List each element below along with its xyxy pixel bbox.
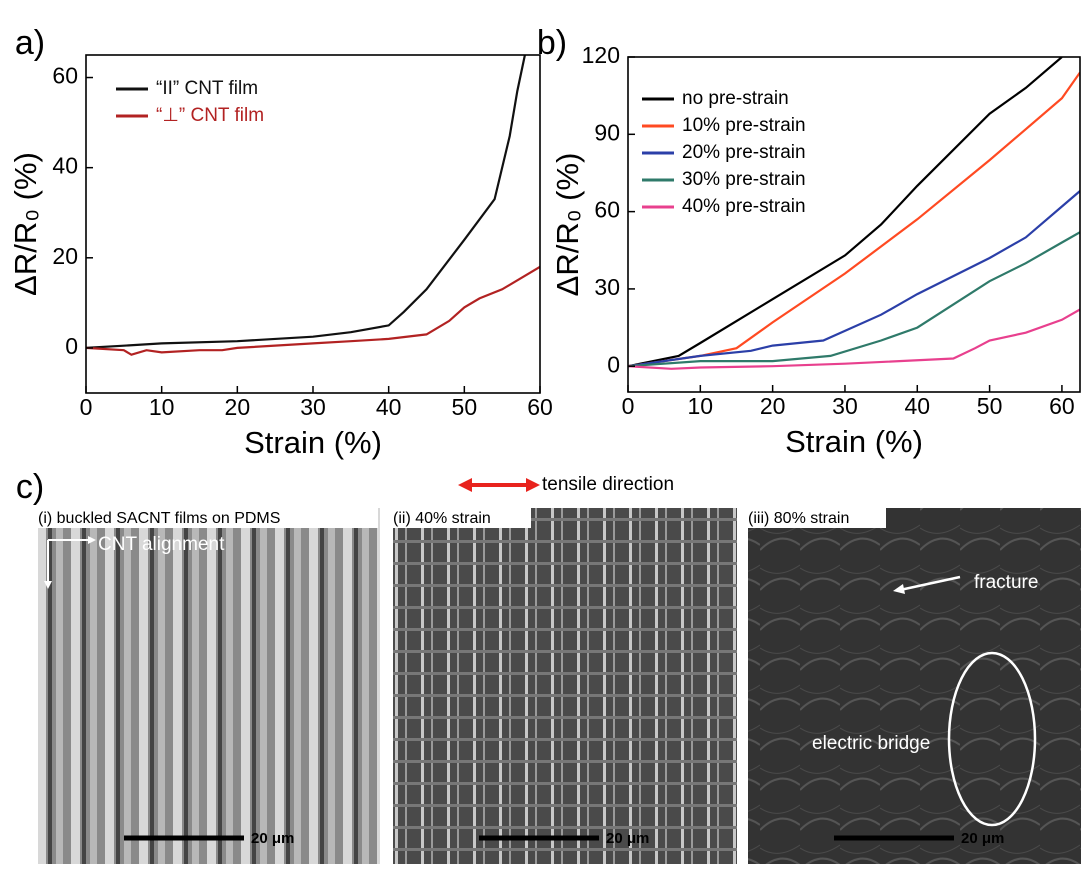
micrograph xyxy=(38,508,380,864)
panel-label: b) xyxy=(537,24,567,62)
annotation: fracture xyxy=(974,572,1038,593)
y-tick-label: 90 xyxy=(594,119,620,145)
legend-label: no pre-strain xyxy=(682,88,789,109)
direction-label: tensile direction xyxy=(542,474,674,495)
x-tick-label: 10 xyxy=(688,393,714,419)
bridge-ellipse xyxy=(947,651,1037,827)
y-tick-label: 60 xyxy=(594,197,620,223)
caption-bg xyxy=(36,508,378,528)
x-tick-label: 50 xyxy=(452,394,478,420)
legend-label: 40% pre-strain xyxy=(682,196,806,217)
y-tick-label: 0 xyxy=(607,351,620,377)
y-axis-title: ΔR/R₀ (%) xyxy=(8,152,43,296)
micrograph xyxy=(393,508,737,864)
scale-label: 20 μm xyxy=(606,830,649,847)
y-tick-label: 0 xyxy=(65,333,78,359)
y-tick-label: 20 xyxy=(52,243,78,269)
caption: (ii) 40% strain xyxy=(393,510,491,527)
micrograph xyxy=(748,508,1081,864)
legend-label: “⊥” CNT film xyxy=(156,105,264,126)
data-line xyxy=(628,231,1080,368)
legend-label: 30% pre-strain xyxy=(682,169,806,190)
arrow-heads xyxy=(44,536,96,589)
caption: (i) buckled SACNT films on PDMS xyxy=(38,510,280,527)
x-tick-label: 30 xyxy=(300,394,326,420)
data-line xyxy=(628,190,1080,368)
x-tick-label: 40 xyxy=(376,394,402,420)
y-tick-label: 30 xyxy=(594,274,620,300)
x-tick-label: 20 xyxy=(225,394,251,420)
data-line xyxy=(628,57,1063,368)
panel-label: c) xyxy=(16,468,44,506)
x-tick-label: 40 xyxy=(904,393,930,419)
y-tick-label: 60 xyxy=(52,63,78,89)
y-tick-label: 40 xyxy=(52,153,78,179)
x-tick-label: 10 xyxy=(149,394,175,420)
x-tick-label: 20 xyxy=(760,393,786,419)
legend-label: 20% pre-strain xyxy=(682,142,806,163)
caption-bg xyxy=(746,508,886,528)
x-tick-label: 30 xyxy=(832,393,858,419)
data-line xyxy=(628,308,1080,370)
data-line xyxy=(86,55,526,349)
caption-bg xyxy=(391,508,531,528)
x-tick-label: 0 xyxy=(622,393,635,419)
caption: (iii) 80% strain xyxy=(748,510,849,527)
x-axis-title: Strain (%) xyxy=(785,424,923,459)
x-tick-label: 50 xyxy=(977,393,1003,419)
x-tick-label: 60 xyxy=(527,394,553,420)
annotation: CNT alignment xyxy=(98,534,225,555)
legend-label: 10% pre-strain xyxy=(682,115,806,136)
data-line xyxy=(86,265,540,356)
panel-label: a) xyxy=(15,24,45,62)
x-axis-title: Strain (%) xyxy=(244,425,382,460)
annotation: electric bridge xyxy=(812,733,930,754)
y-axis-title: ΔR/R₀ (%) xyxy=(550,153,585,297)
plot-frame xyxy=(627,56,1081,393)
fracture-arrow xyxy=(899,575,961,592)
x-tick-label: 0 xyxy=(80,394,93,420)
axis-arrows xyxy=(47,539,92,585)
scale-label: 20 μm xyxy=(961,830,1004,847)
fracture-head xyxy=(893,584,905,594)
x-tick-label: 60 xyxy=(1049,393,1075,419)
legend-label: “II” CNT film xyxy=(156,78,258,99)
data-line xyxy=(628,71,1080,368)
y-tick-label: 120 xyxy=(582,42,620,68)
scale-label: 20 μm xyxy=(251,830,294,847)
